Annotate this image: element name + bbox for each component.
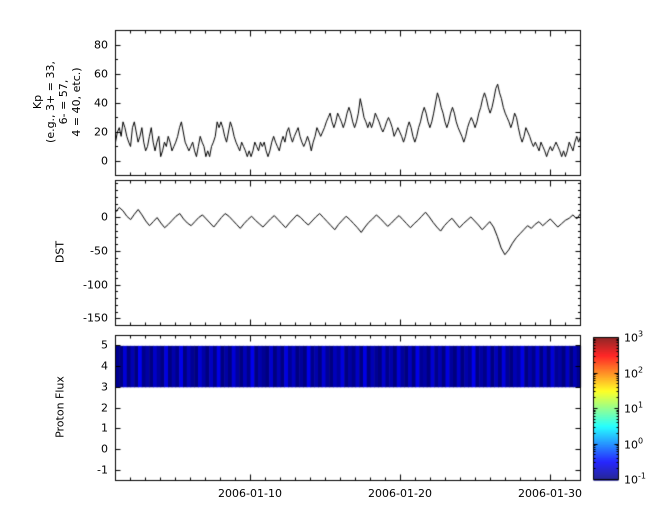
y-tick-label: 5 <box>101 338 108 352</box>
x-tick-label: 2006-01-30 <box>518 487 582 500</box>
colorbar-tick-exponent: 2 <box>638 365 644 375</box>
kp-axis-label-line: (e.g., 3+ = 33, <box>44 61 57 143</box>
y-tick-label: 0 <box>101 442 108 456</box>
colorbar-tick-base: 10 <box>624 402 638 416</box>
colorbar-tick-exponent: 3 <box>638 329 644 339</box>
y-tick-label: -1 <box>97 463 108 477</box>
colorbar-tick-base: 10 <box>624 437 638 451</box>
colorbar-tick-exponent: 0 <box>638 436 644 446</box>
y-tick-label: 4 <box>101 359 108 373</box>
y-tick-label: 40 <box>94 96 108 109</box>
colorbar-tick-base: 10 <box>624 473 638 487</box>
y-tick-label: 0 <box>101 154 108 167</box>
y-tick-label: 80 <box>94 38 108 51</box>
y-tick-label: 3 <box>101 380 108 394</box>
colorbar-tick-label: 100 <box>624 436 643 451</box>
y-tick-label: 1 <box>101 421 108 435</box>
x-tick-label: 2006-01-10 <box>218 487 282 500</box>
colorbar-tick-label: 101 <box>624 401 643 416</box>
y-tick-label: 60 <box>94 67 108 80</box>
y-tick-label: 2 <box>101 401 108 414</box>
colorbar-tick-exponent: -1 <box>638 471 646 481</box>
y-tick-label: -50 <box>90 244 108 258</box>
colorbar-tick-exponent: 1 <box>638 400 644 410</box>
dst-axis-label: DST <box>53 240 67 264</box>
colorbar-tick-label: 10-1 <box>624 472 646 487</box>
colorbar-tick-base: 10 <box>624 366 638 380</box>
x-tick-label: 2006-01-20 <box>368 487 432 500</box>
colorbar-tick-label: 103 <box>624 330 643 345</box>
colorbar-tick-label: 102 <box>624 365 643 380</box>
y-tick-label: -150 <box>83 311 108 325</box>
kp-axis-label-line: Kp <box>31 94 44 110</box>
y-tick-label: 20 <box>94 125 108 138</box>
y-tick-label: 0 <box>101 210 108 224</box>
colorbar-tick-base: 10 <box>624 331 638 345</box>
y-tick-label: -100 <box>83 278 108 292</box>
proton-flux-axis-label: Proton Flux <box>53 376 67 438</box>
